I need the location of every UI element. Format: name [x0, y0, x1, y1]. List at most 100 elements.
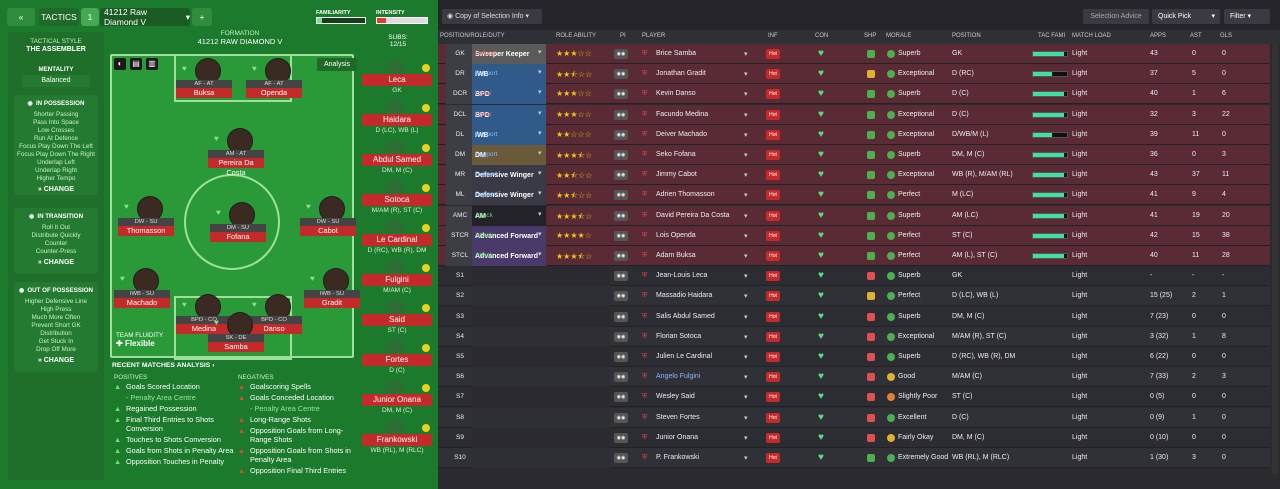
- pitch-player[interactable]: IWB - SU Gradit ♥: [304, 268, 368, 310]
- col-ast[interactable]: AST: [1190, 33, 1202, 39]
- pitch-player[interactable]: DW - SU Cabot ♥: [300, 196, 364, 238]
- substitute[interactable]: Le Cardinal D (RC), WB (R), DM: [362, 220, 432, 254]
- pi-icon[interactable]: ◉◉: [614, 392, 628, 403]
- tactics-tab[interactable]: TACTICS: [39, 8, 79, 26]
- col-gls[interactable]: GLS: [1220, 33, 1233, 39]
- player-name[interactable]: Junior Onana: [656, 433, 699, 441]
- filter-button[interactable]: Filter ▾: [1224, 9, 1270, 24]
- chevron-down-icon[interactable]: ▾: [744, 333, 748, 341]
- player-name[interactable]: Jonathan Gradit: [656, 70, 706, 78]
- chevron-down-icon[interactable]: ▾: [744, 374, 748, 382]
- change-out-of-possession-button[interactable]: » CHANGE: [37, 357, 75, 364]
- col-player[interactable]: PLAYER: [642, 33, 666, 39]
- pitch-player[interactable]: DW - SU Thomasson ♥: [118, 196, 182, 238]
- role-duty[interactable]: Advanced Forward Attack: [472, 225, 546, 246]
- player-name[interactable]: Kevin Danso: [656, 90, 696, 98]
- role-duty[interactable]: BPD Cover: [472, 84, 546, 105]
- table-row[interactable]: S2 ◉◉ ⛨ Massadio Haidara ▾ Hot ♥ Perfect D (LC),…: [438, 286, 1270, 307]
- role-duty[interactable]: Sweeper Keeper Defend: [472, 44, 546, 64]
- substitute[interactable]: Fortes D (C): [362, 340, 432, 374]
- player-name[interactable]: Julien Le Cardinal: [656, 353, 713, 360]
- chevron-down-icon[interactable]: ▾: [744, 455, 748, 462]
- chevron-down-icon[interactable]: ▾: [744, 212, 748, 220]
- pi-icon[interactable]: ◉◉: [614, 271, 628, 282]
- table-row[interactable]: S6 ◉◉ ⛨ Angelo Fulgini ▾ Hot ♥ Good M/AM (C) Ligh…: [438, 367, 1270, 388]
- pi-icon[interactable]: ◉◉: [614, 190, 628, 201]
- player-name[interactable]: David Pereira Da Costa: [656, 211, 730, 219]
- player-name[interactable]: P. Frankowski: [656, 454, 700, 461]
- table-row[interactable]: S1 ◉◉ ⛨ Jean-Louis Leca ▾ Hot ♥ Superb GK Light - -…: [438, 266, 1270, 287]
- col-position-detail[interactable]: POSITION: [952, 33, 981, 39]
- player-name[interactable]: Deiver Machado: [656, 130, 707, 138]
- pi-icon[interactable]: ◉◉: [614, 291, 628, 302]
- table-row[interactable]: DR IWB Support ▾ ★★⯪☆☆ ◉◉ ⛨ Jonathan Gradit ▾ Hot…: [438, 64, 1270, 85]
- table-row[interactable]: DL IWB Support ▾ ★★☆☆☆ ◉◉ ⛨ Deiver Machado ▾ Hot ♥…: [438, 124, 1270, 145]
- pi-icon[interactable]: ◉◉: [614, 230, 628, 241]
- chevron-down-icon[interactable]: ▾: [744, 293, 748, 301]
- table-row[interactable]: S3 ◉◉ ⛨ Salis Abdul Samed ▾ Hot ♥ Superb DM, M (…: [438, 306, 1270, 327]
- table-row[interactable]: DCR BPD Cover ▾ ★★★☆☆ ◉◉ ⛨ Kevin Danso ▾ Hot ♥ Supe…: [438, 84, 1270, 105]
- player-name[interactable]: Lois Openda: [656, 231, 696, 239]
- mentality-selector[interactable]: Balanced: [22, 75, 90, 87]
- role-duty[interactable]: Advanced Forward Attack: [472, 246, 546, 266]
- player-name[interactable]: Massadio Haidara: [656, 292, 713, 300]
- grid-icon[interactable]: ▤: [130, 58, 142, 70]
- table-row[interactable]: GK Sweeper Keeper Defend ▾ ★★★☆☆ ◉◉ ⛨ Brice Sam…: [438, 44, 1270, 64]
- player-name[interactable]: Facundo Medina: [656, 110, 709, 118]
- substitute[interactable]: Leca GK: [362, 60, 432, 94]
- chevron-down-icon[interactable]: ▾: [744, 232, 748, 240]
- pi-icon[interactable]: ◉◉: [614, 89, 628, 100]
- chevron-down-icon[interactable]: ▾: [744, 131, 748, 139]
- substitute[interactable]: Junior Onana DM, M (C): [362, 380, 432, 414]
- player-name[interactable]: Adam Buksa: [656, 252, 696, 259]
- pi-icon[interactable]: ◉◉: [614, 412, 628, 423]
- chevron-down-icon[interactable]: ▾: [744, 354, 748, 361]
- analysis-title[interactable]: RECENT MATCHES ANALYSIS ›: [112, 362, 215, 369]
- table-row[interactable]: DCL BPD Cover ▾ ★★★☆☆ ◉◉ ⛨ Facundo Medina ▾ Hot ♥ E…: [438, 104, 1270, 125]
- pitch-player[interactable]: SK - DE Samba ♥: [208, 312, 272, 354]
- pi-icon[interactable]: ◉◉: [614, 150, 628, 160]
- substitute[interactable]: Frankowski WB (RL), M (RLC): [362, 420, 432, 454]
- role-duty[interactable]: IWB Support: [472, 124, 546, 145]
- formation-name[interactable]: 41212 RAW DIAMOND V: [197, 37, 283, 46]
- role-duty[interactable]: Defensive Winger Support: [472, 165, 546, 186]
- player-name[interactable]: Seko Fofana: [656, 151, 696, 158]
- pitch-player[interactable]: AF - AT Openda ♥: [246, 58, 310, 100]
- col-shp[interactable]: SHP: [864, 33, 877, 39]
- chevron-down-icon[interactable]: ▾: [744, 253, 748, 260]
- tactic-selector[interactable]: 41212 Raw Diamond V ▾: [100, 7, 190, 27]
- table-row[interactable]: DM DM Support ▾ ★★★⯪☆ ◉◉ ⛨ Seko Fofana ▾ Hot ♥ Supe…: [438, 145, 1270, 165]
- role-duty[interactable]: IWB Support: [472, 64, 546, 85]
- player-name[interactable]: Brice Samba: [656, 50, 697, 57]
- substitute[interactable]: Sotoca M/AM (R), ST (C): [362, 180, 432, 214]
- role-duty[interactable]: BPD Cover: [472, 104, 546, 125]
- chevron-down-icon[interactable]: ▾: [744, 414, 748, 422]
- table-row[interactable]: STCR Advanced Forward Attack ▾ ★★★★☆ ◉◉ ⛨ Lois …: [438, 225, 1270, 246]
- pi-icon[interactable]: ◉◉: [614, 170, 628, 181]
- substitute[interactable]: Abdul Samed DM, M (C): [362, 140, 432, 174]
- chevron-down-icon[interactable]: ▾: [744, 172, 748, 180]
- pi-icon[interactable]: ◉◉: [614, 49, 628, 59]
- pitch-player[interactable]: AM - AT Pereira Da Costa ♥: [208, 128, 272, 177]
- chevron-down-icon[interactable]: ▾: [744, 111, 748, 119]
- table-row[interactable]: AMC AM Attack ▾ ★★★⯪☆ ◉◉ ⛨ David Pereira Da Cos…: [438, 205, 1270, 226]
- selection-advice-button[interactable]: Selection Advice: [1083, 9, 1149, 24]
- pi-icon[interactable]: ◉◉: [614, 453, 628, 463]
- table-row[interactable]: S4 ◉◉ ⛨ Florian Sotoca ▾ Hot ♥ Exceptional M/AM …: [438, 326, 1270, 347]
- chevron-down-icon[interactable]: ▾: [744, 273, 748, 281]
- pi-icon[interactable]: ◉◉: [614, 251, 628, 261]
- col-position[interactable]: POSITION/ROLE/DUTY: [440, 33, 505, 39]
- pitch-player[interactable]: BPD - CO Medina ♥: [176, 294, 240, 336]
- chevron-down-icon[interactable]: ▾: [744, 51, 748, 58]
- substitute[interactable]: Haidara D (LC), WB (L): [362, 100, 432, 134]
- table-row[interactable]: STCL Advanced Forward Attack ▾ ★★★⯪☆ ◉◉ ⛨ Adam …: [438, 246, 1270, 266]
- table-row[interactable]: S7 ◉◉ ⛨ Wesley Said ▾ Hot ♥ Slightly Poor ST (C)…: [438, 387, 1270, 408]
- pi-icon[interactable]: ◉◉: [614, 210, 628, 221]
- player-name[interactable]: Angelo Fulgini: [656, 373, 701, 381]
- chevron-down-icon[interactable]: ▾: [744, 434, 748, 442]
- chevron-down-icon[interactable]: ▾: [744, 152, 748, 159]
- col-morale[interactable]: MORALE: [886, 33, 912, 39]
- col-match-load[interactable]: MATCH LOAD: [1072, 33, 1111, 39]
- col-pi[interactable]: PI: [620, 33, 626, 39]
- add-tactic-button[interactable]: +: [192, 8, 212, 26]
